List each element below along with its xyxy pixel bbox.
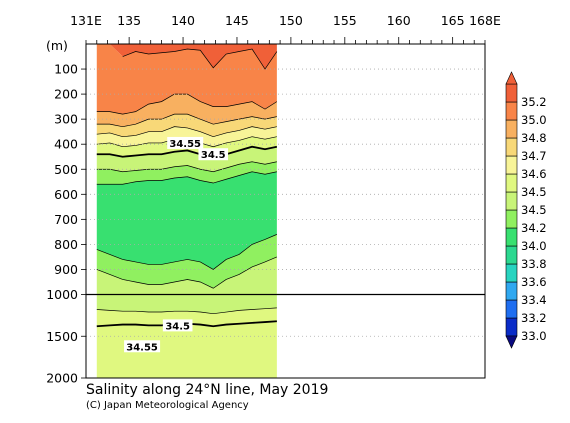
colorbar-label-10: 34.7 (521, 149, 547, 163)
chart-title: Salinity along 24°N line, May 2019 (86, 382, 328, 398)
colorbar-label-1: 33.2 (521, 311, 547, 325)
salinity-band-35.2-0 (96, 44, 277, 70)
contour-label-3: 34.55 (126, 342, 158, 353)
colorbar-extend-top (505, 71, 518, 85)
salinity-band-34-8 (96, 171, 277, 270)
salinity-band-34.2-7 (96, 161, 277, 185)
y-tick-label-500: 500 (54, 162, 78, 177)
colorbar-label-2: 33.4 (521, 293, 547, 307)
colorbar-swatch-13 (505, 83, 518, 103)
colorbar-swatch-10 (505, 137, 518, 157)
x-tick-label-131: 131E (70, 13, 102, 28)
y-tick-label-1500: 1500 (46, 329, 78, 344)
colorbar-label-3: 33.6 (521, 275, 547, 289)
contour-label-bg-3 (124, 340, 161, 353)
salinity-band-34.2-9 (96, 234, 277, 289)
contour-label-bg-1 (167, 136, 204, 149)
x-tick-label-135: 135 (117, 13, 141, 28)
contour-label-1: 34.55 (169, 139, 201, 150)
colorbar-swatch-3 (505, 263, 518, 283)
contour-label-0: 34.5 (201, 150, 226, 161)
colorbar-swatch-4 (505, 245, 518, 265)
colorbar-label-8: 34.5 (521, 185, 547, 199)
colorbar-swatch-9 (505, 155, 518, 175)
x-tick-label-165: 165 (441, 13, 465, 28)
y-tick-label-800: 800 (54, 237, 78, 252)
colorbar-swatch-2 (505, 281, 518, 301)
colorbar-swatch-6 (505, 209, 518, 229)
colorbar-label-4: 33.8 (521, 257, 547, 271)
contour-label-bg-2 (162, 319, 193, 332)
contour-label-bg-0 (198, 148, 229, 161)
y-tick-label-100: 100 (54, 62, 78, 77)
salinity-band-34.4-10 (96, 256, 277, 314)
colorbar-label-9: 34.6 (521, 167, 547, 181)
contour-line-34.4-6 (96, 161, 277, 173)
colorbar-label-7: 34.5 (521, 203, 547, 217)
x-tick-label-140: 140 (171, 13, 195, 28)
colorbar-swatch-8 (505, 173, 518, 193)
salinity-band-34.5-11 (96, 307, 277, 327)
y-axis: (m) 100 200 300 400 500 600 700 800 900 1000 1500 2… (46, 38, 86, 386)
colorbar-label-11: 34.8 (521, 131, 547, 145)
x-tick-label-150: 150 (279, 13, 303, 28)
colorbar-extend-bottom (505, 335, 518, 349)
colorbar-swatch-0 (505, 317, 518, 337)
colorbar-label-0: 33.0 (521, 329, 547, 343)
y-tick-label-300: 300 (54, 112, 78, 127)
colorbar-swatch-5 (505, 227, 518, 247)
colorbar-swatch-11 (505, 119, 518, 139)
y-tick-label-700: 700 (54, 212, 78, 227)
y-tick-label-1000: 1000 (46, 287, 78, 302)
colorbar: 33.0 33.2 33.4 33.6 33.8 34.0 34.2 34.5 34.5 34.6… (505, 71, 547, 349)
y-tick-label-200: 200 (54, 87, 78, 102)
y-tick-label-400: 400 (54, 137, 78, 152)
y-tick-label-600: 600 (54, 187, 78, 202)
contour-line-35-1 (96, 93, 278, 115)
colorbar-label-13: 35.2 (521, 95, 547, 109)
contour-line-34.2-7 (96, 171, 277, 185)
contour-line-34.2-9 (96, 256, 278, 289)
salinity-band-35-1 (96, 44, 277, 115)
contour-line-34-8 (96, 234, 278, 270)
colorbar-swatch-1 (505, 299, 518, 319)
colorbar-label-12: 35.0 (521, 113, 547, 127)
y-tick-label-2000: 2000 (46, 371, 78, 386)
contour-line-34.7-3 (96, 126, 277, 138)
salinity-band-34.8-2 (96, 94, 277, 127)
chart-credit: (C) Japan Meteorological Agency (86, 400, 249, 411)
colorbar-label-6: 34.2 (521, 221, 547, 235)
contour-label-2: 34.5 (165, 321, 190, 332)
x-tick-label-168: 168E (469, 13, 501, 28)
salinity-band-bottom (96, 321, 277, 378)
plot-gridlines (86, 68, 485, 337)
colorbar-swatch-7 (505, 191, 518, 211)
contour-line-34.8-2 (96, 113, 277, 128)
contour-lines (96, 48, 278, 328)
y-axis-unit-label: (m) (46, 38, 68, 53)
x-tick-label-160: 160 (387, 13, 411, 28)
x-tick-label-145: 145 (225, 13, 249, 28)
colorbar-label-5: 34.0 (521, 239, 547, 253)
y-tick-label-900: 900 (54, 262, 78, 277)
contour-line-34.4-10 (96, 307, 277, 315)
contour-line-35.2-0 (122, 48, 278, 70)
contour-line-34.5-5 (96, 145, 278, 158)
colorbar-swatch-12 (505, 101, 518, 121)
x-axis: 131E 135 140 145 150 155 160 165 168E (70, 13, 501, 44)
plot-frame (85, 43, 486, 379)
x-tick-label-155: 155 (333, 13, 357, 28)
salinity-band-34.7-3 (96, 114, 277, 137)
